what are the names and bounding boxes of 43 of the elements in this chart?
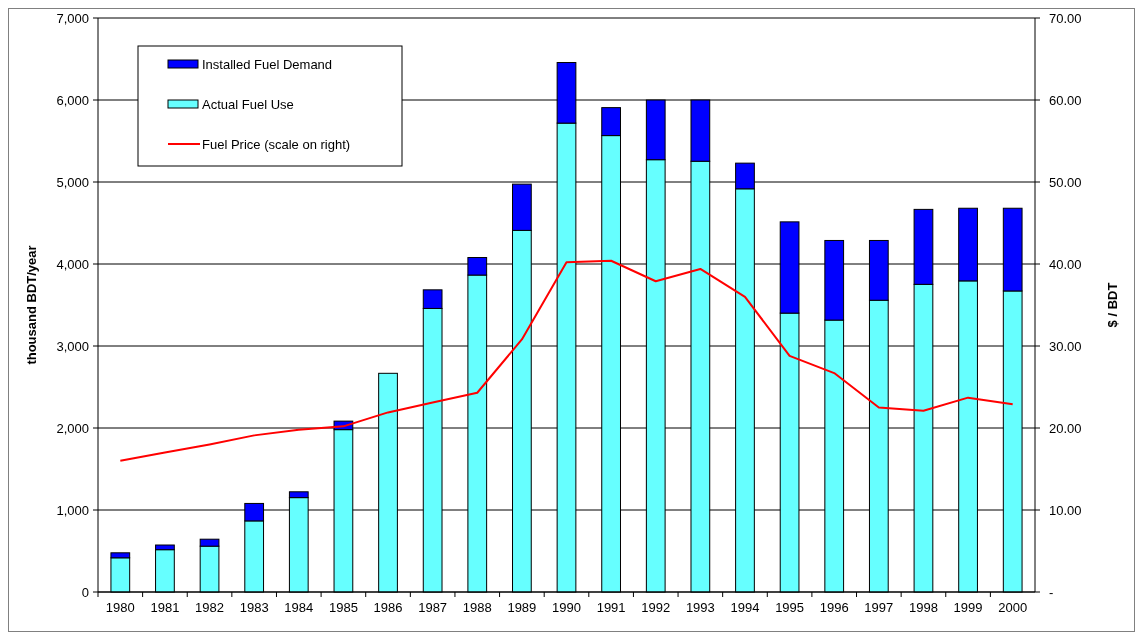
y2-tick-label: 50.00 [1049,174,1082,190]
y-tick-label: 5,000 [56,174,89,190]
y2-tick-label: 70.00 [1049,10,1082,26]
x-tick-label: 1996 [819,600,849,615]
x-tick-label: 2000 [998,600,1028,615]
y2-tick-label: 40.00 [1049,256,1082,272]
x-tick-label: 1987 [418,600,448,615]
y2-tick-label: 10.00 [1049,502,1082,518]
x-tick-label: 1980 [105,600,135,615]
y-tick-label: 7,000 [56,10,89,26]
y2-tick-label: - [1049,584,1054,600]
x-tick-label: 1989 [507,600,537,615]
x-tick-label: 1993 [685,600,715,615]
y-tick-label: 4,000 [56,256,89,272]
x-tick-label: 1984 [284,600,314,615]
x-tick-label: 1994 [730,600,760,615]
x-tick-label: 1985 [328,600,358,615]
y2-tick-label: 60.00 [1049,92,1082,108]
x-tick-label: 1988 [462,600,492,615]
y-tick-label: 1,000 [56,502,89,518]
x-tick-label: 1990 [552,600,581,615]
y-tick-label: 0 [81,584,89,600]
x-tick-label: 1995 [775,600,805,615]
legend-label: Installed Fuel Demand [202,56,333,72]
x-tick-label: 1997 [864,600,894,615]
y-tick-label: 3,000 [56,338,89,354]
legend-label: Fuel Price (scale on right) [202,136,351,152]
y-tick-label: 6,000 [56,92,89,108]
x-tick-label: 1992 [641,600,671,615]
y-tick-label: 2,000 [56,420,89,436]
x-tick-label: 1983 [239,600,269,615]
x-tick-label: 1999 [953,600,983,615]
y2-tick-label: 20.00 [1049,420,1082,436]
y2-axis-title: $ / BDT [1105,282,1120,328]
x-tick-label: 1981 [150,600,180,615]
legend-label: Actual Fuel Use [202,96,294,112]
y2-tick-label: 30.00 [1049,338,1082,354]
x-tick-label: 1991 [596,600,626,615]
line-series [119,259,1014,462]
x-tick-label: 1982 [195,600,225,615]
x-tick-label: 1998 [908,600,938,615]
x-tick-label: 1986 [373,600,403,615]
y-axis-title: thousand BDT/year [24,245,39,365]
